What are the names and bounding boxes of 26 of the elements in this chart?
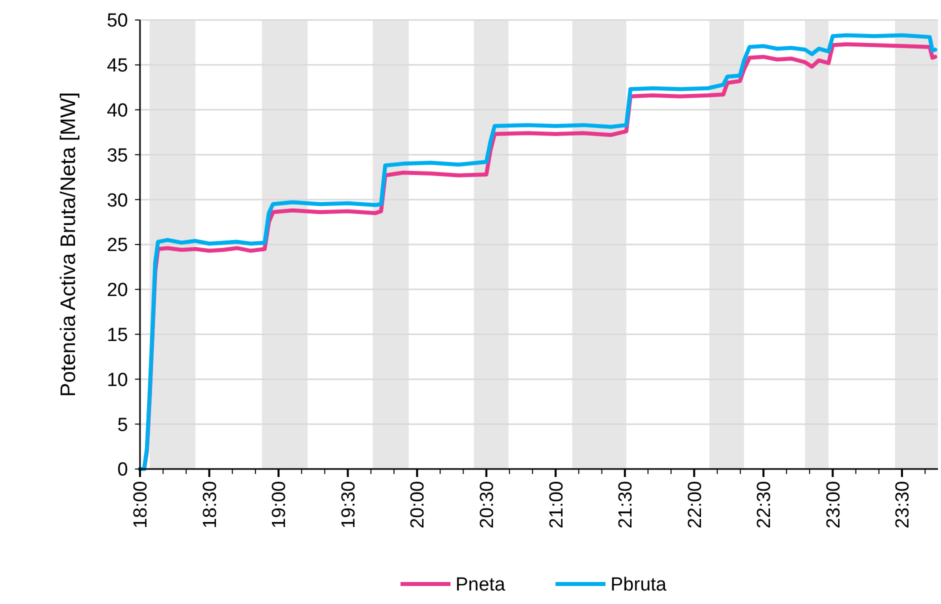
y-tick-label: 5 [117,414,128,436]
y-tick-label: 20 [106,280,128,302]
x-tick-label: 22:00 [684,481,706,529]
y-tick-label: 50 [106,10,128,32]
y-tick-label: 0 [117,460,128,481]
x-tick-label: 20:30 [477,481,498,529]
legend-label: Pbruta [610,574,667,596]
y-axis-title: Potencia Activa Bruta/Neta [MW] [57,92,80,397]
x-tick-label: 19:00 [269,481,290,529]
x-tick-label: 23:30 [892,481,914,529]
x-tick-label: 20:00 [408,481,429,529]
legend-label: Pneta [456,574,506,596]
x-tick-label: 21:30 [616,481,637,529]
x-tick-label: 22:30 [754,481,776,529]
y-tick-label: 25 [106,235,128,256]
x-tick-label: 19:30 [338,481,360,529]
y-tick-label: 30 [106,190,128,212]
x-tick-label: 18:30 [200,481,221,529]
y-tick-label: 35 [106,145,128,166]
x-tick-label: 23:00 [823,481,844,529]
x-tick-label: 21:00 [546,481,568,529]
y-tick-label: 15 [106,324,128,346]
y-tick-label: 45 [106,56,128,77]
y-tick-label: 10 [106,370,128,391]
x-tick-label: 18:00 [130,481,152,529]
y-tick-label: 40 [106,100,128,122]
